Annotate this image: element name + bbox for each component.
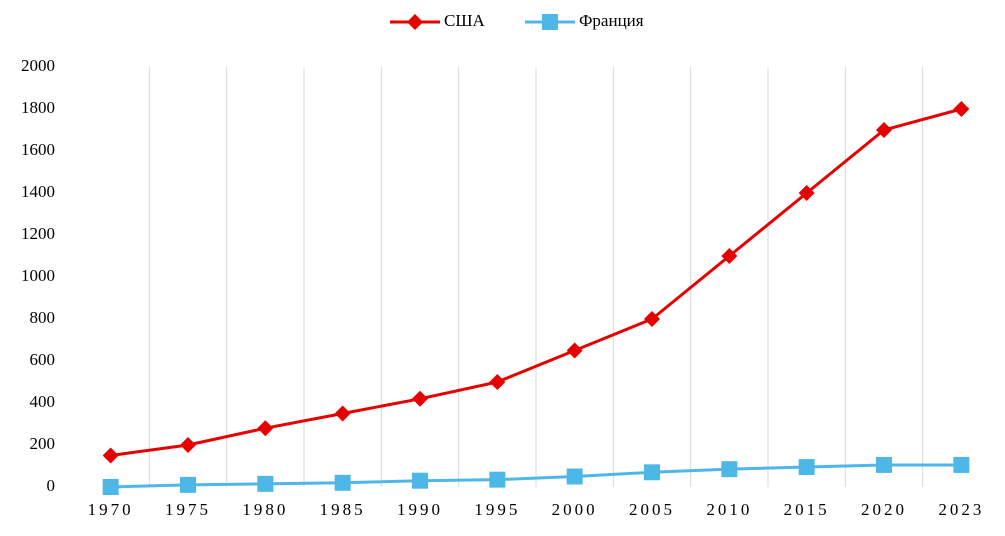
point-marker (102, 447, 119, 464)
y-tick-label: 1600 (21, 140, 55, 159)
x-tick-label: 2015 (784, 500, 830, 519)
y-tick-label: 1000 (21, 266, 55, 285)
y-tick-label: 1800 (21, 98, 55, 117)
point-marker (489, 374, 506, 390)
x-tick-label: 1970 (88, 500, 134, 519)
y-tick-label: 800 (30, 308, 56, 327)
point-marker (644, 311, 660, 327)
y-tick-label: 600 (30, 350, 56, 369)
x-tick-label: 1985 (320, 500, 366, 519)
point-marker (412, 472, 428, 489)
x-tick-label: 1975 (165, 500, 211, 519)
legend-marker (542, 14, 558, 30)
point-marker (334, 474, 351, 491)
series-line (110, 107, 962, 457)
point-marker (412, 390, 428, 407)
x-tick-label: 2005 (629, 500, 675, 519)
point-marker (489, 471, 506, 488)
legend-label: Франция (579, 11, 644, 30)
series-line (110, 463, 962, 489)
point-marker (798, 185, 815, 201)
y-tick-label: 2000 (21, 56, 55, 75)
y-tick-label: 0 (47, 476, 56, 495)
point-marker (721, 461, 738, 478)
point-marker (953, 456, 970, 473)
x-tick-label: 2020 (861, 500, 907, 519)
y-tick-label: 200 (30, 434, 56, 453)
x-tick-label: 2000 (552, 500, 598, 519)
point-marker (721, 248, 738, 264)
point-marker (566, 468, 583, 485)
point-marker (953, 101, 970, 117)
x-tick-label: 1990 (397, 500, 443, 519)
point-marker (566, 342, 583, 359)
x-tick-label: 1980 (242, 500, 288, 519)
y-tick-label: 1400 (21, 182, 55, 201)
y-tick-label: 400 (30, 392, 56, 411)
x-tick-label: 1995 (474, 500, 520, 519)
point-marker (644, 464, 660, 481)
legend-marker (407, 14, 423, 30)
point-marker (798, 459, 815, 476)
point-marker (876, 456, 892, 473)
x-tick-label: 2023 (938, 500, 984, 519)
point-marker (102, 479, 119, 495)
point-marker (180, 437, 196, 453)
point-marker (180, 476, 196, 493)
point-marker (334, 405, 351, 422)
y-tick-label: 1200 (21, 224, 55, 243)
legend-label: США (444, 11, 485, 30)
point-marker (876, 122, 892, 138)
point-marker (257, 420, 274, 437)
point-marker (257, 475, 274, 492)
x-tick-label: 2010 (706, 500, 752, 519)
